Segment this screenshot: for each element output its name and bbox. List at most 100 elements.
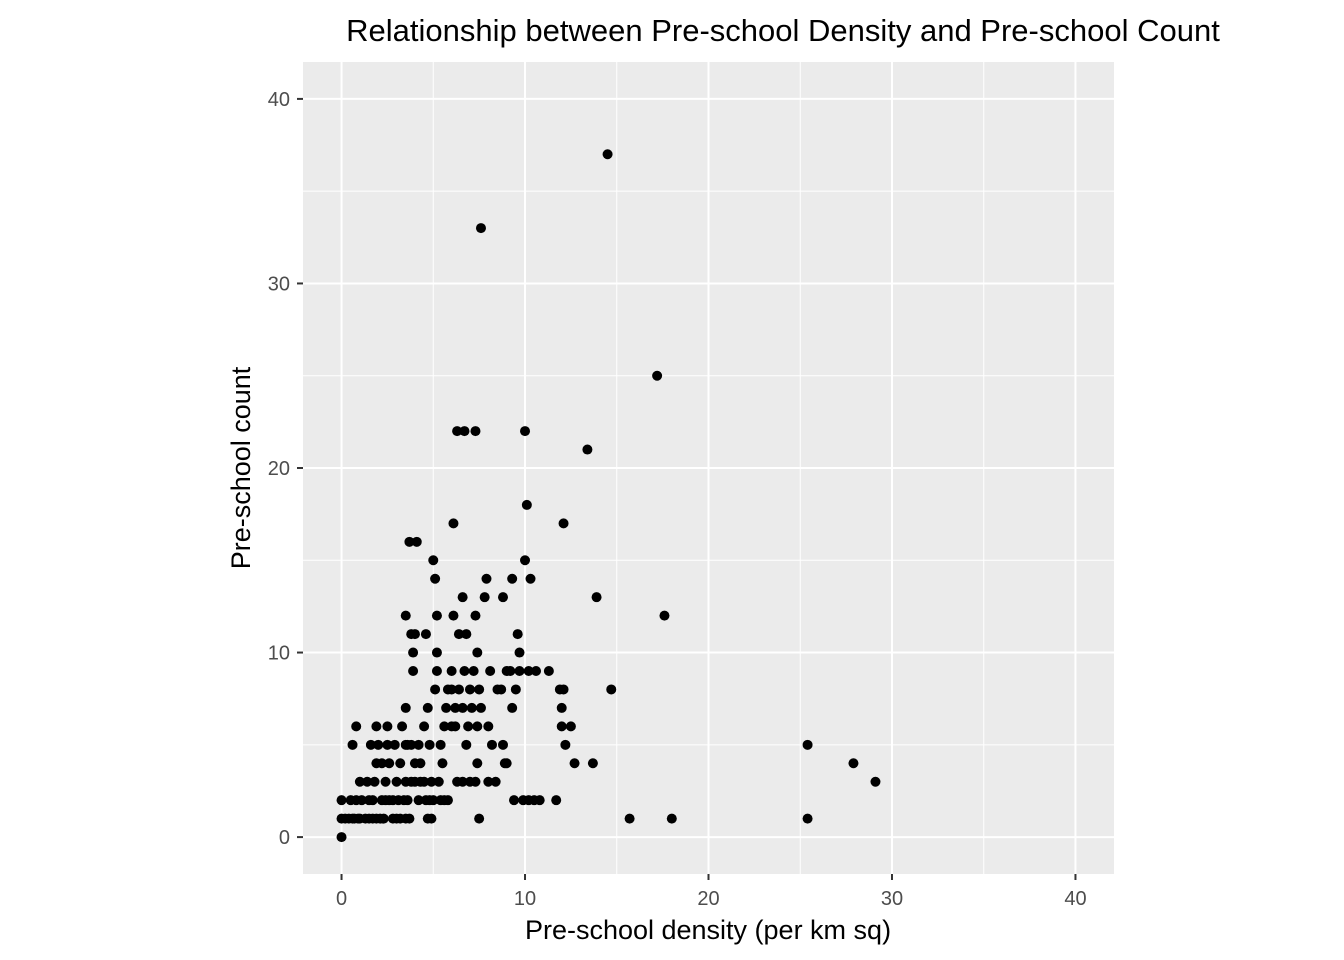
data-point	[459, 666, 470, 676]
data-point	[424, 739, 435, 750]
data-point	[453, 629, 464, 640]
data-point	[415, 758, 426, 769]
data-point	[497, 592, 508, 603]
data-point	[446, 666, 457, 676]
data-point	[450, 721, 461, 732]
data-point	[448, 518, 459, 529]
data-point	[389, 739, 400, 750]
y-tick-label: 20	[268, 458, 290, 480]
data-point	[470, 776, 481, 787]
data-point	[428, 795, 439, 806]
data-point	[560, 739, 571, 750]
data-point	[430, 573, 441, 584]
data-point	[525, 573, 536, 584]
data-point	[406, 739, 417, 750]
data-point	[404, 813, 415, 824]
data-point	[512, 629, 523, 640]
data-point	[470, 426, 481, 437]
data-point	[373, 739, 384, 750]
data-point	[468, 666, 479, 676]
x-axis-ticks: 0 10 20 30 40	[336, 874, 1087, 910]
y-axis-title: Pre-school count	[226, 366, 256, 569]
data-point	[475, 702, 486, 713]
data-point	[565, 721, 576, 732]
data-point	[453, 684, 464, 695]
data-point	[428, 555, 439, 566]
y-axis-ticks: 0 10 20 30 40	[268, 89, 303, 849]
data-point	[365, 739, 376, 750]
data-point	[483, 776, 494, 787]
x-tick-label: 20	[697, 888, 719, 910]
data-point	[591, 592, 602, 603]
data-point	[404, 536, 415, 547]
data-point	[870, 776, 881, 787]
major-gridlines	[303, 62, 1114, 874]
data-point	[395, 758, 406, 769]
data-point	[490, 776, 501, 787]
data-point	[543, 666, 554, 676]
data-point	[531, 666, 542, 676]
data-point	[501, 758, 512, 769]
data-point	[408, 666, 419, 676]
x-tick-label: 0	[336, 888, 347, 910]
data-point	[534, 795, 545, 806]
data-point	[430, 684, 441, 695]
data-point	[384, 758, 395, 769]
data-point	[461, 739, 472, 750]
data-point	[422, 702, 433, 713]
data-point	[659, 610, 670, 621]
data-point	[514, 666, 525, 676]
data-point	[448, 610, 459, 621]
data-point	[409, 629, 420, 640]
data-point	[378, 813, 389, 824]
data-point	[402, 795, 413, 806]
data-point	[481, 573, 492, 584]
data-point	[556, 721, 567, 732]
data-points	[336, 149, 881, 843]
data-point	[475, 223, 486, 234]
data-point	[459, 426, 470, 437]
data-point	[369, 776, 380, 787]
data-point	[652, 370, 663, 381]
data-point	[336, 832, 347, 843]
data-point	[602, 149, 613, 160]
y-tick-label: 40	[268, 89, 290, 111]
data-point	[497, 739, 508, 750]
y-tick-label: 30	[268, 273, 290, 295]
data-point	[479, 592, 490, 603]
chart-title: Relationship between Pre-school Density …	[346, 13, 1220, 48]
data-point	[802, 813, 813, 824]
data-point	[431, 647, 442, 658]
data-point	[371, 721, 382, 732]
data-point	[556, 702, 567, 713]
data-point	[397, 721, 408, 732]
data-point	[382, 721, 393, 732]
x-tick-label: 30	[881, 888, 903, 910]
data-point	[431, 610, 442, 621]
data-point	[461, 629, 472, 640]
data-point	[474, 813, 485, 824]
data-point	[408, 647, 419, 658]
data-point	[411, 536, 422, 547]
data-point	[464, 684, 475, 695]
data-point	[419, 721, 430, 732]
data-point	[413, 795, 424, 806]
data-point	[356, 795, 367, 806]
data-point	[510, 684, 521, 695]
x-tick-label: 10	[514, 888, 536, 910]
data-point	[433, 776, 444, 787]
data-point	[354, 776, 365, 787]
data-point	[380, 776, 391, 787]
data-point	[582, 444, 593, 455]
data-point	[520, 555, 531, 566]
data-point	[400, 610, 411, 621]
data-point	[666, 813, 677, 824]
data-point	[463, 721, 474, 732]
data-point	[413, 739, 424, 750]
data-point	[419, 776, 430, 787]
data-point	[362, 776, 373, 787]
data-point	[382, 739, 393, 750]
data-point	[523, 666, 534, 676]
data-point	[457, 592, 468, 603]
